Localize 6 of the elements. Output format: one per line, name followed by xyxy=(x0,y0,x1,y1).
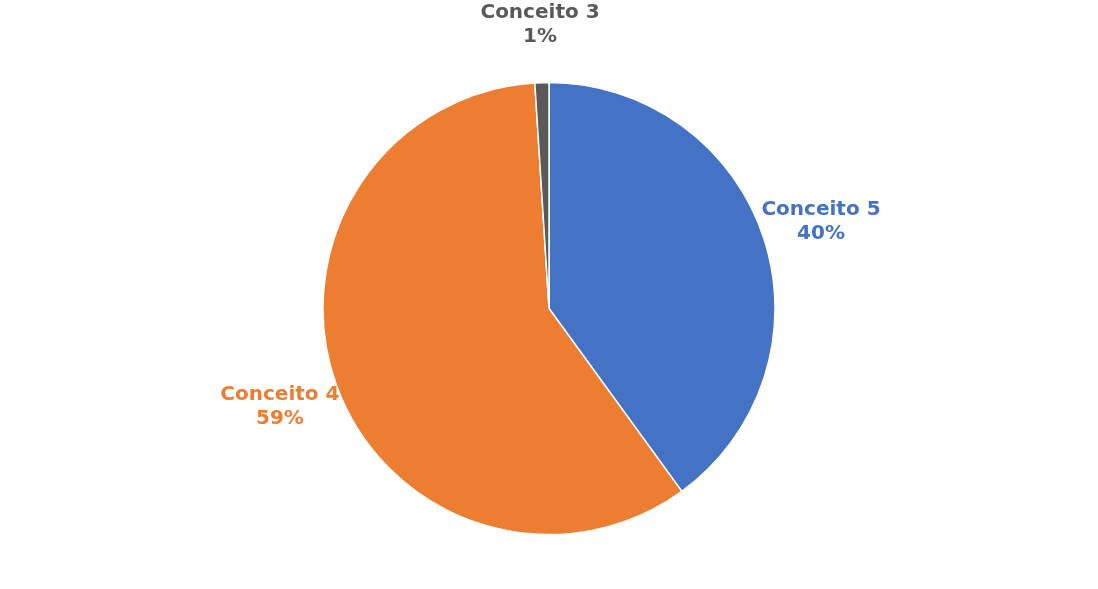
data-label: 40% xyxy=(797,220,845,245)
data-label: 1% xyxy=(523,22,557,47)
slice-label: Conceito 3 xyxy=(480,0,600,23)
slice-label: Conceito 4 xyxy=(220,381,340,406)
slice-label: Conceito 5 xyxy=(761,196,881,221)
data-label: 59% xyxy=(255,405,304,430)
